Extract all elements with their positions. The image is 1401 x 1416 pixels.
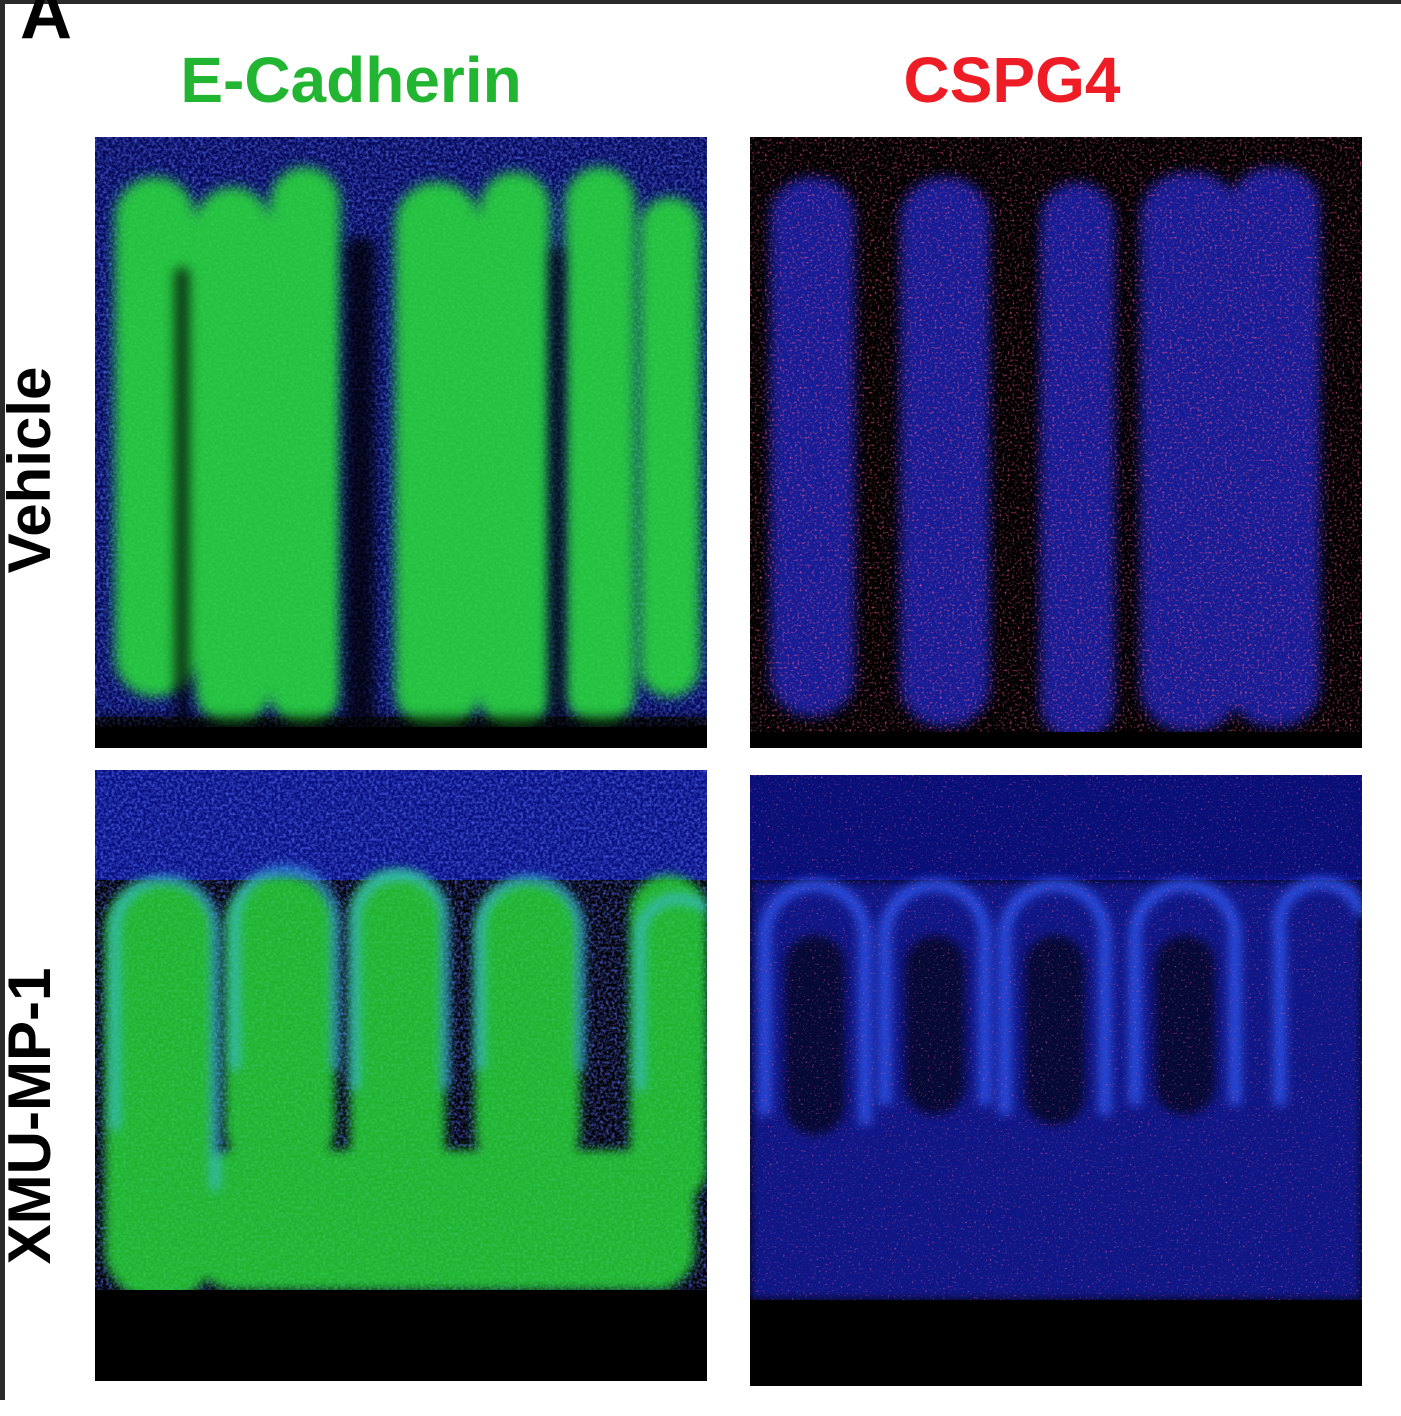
image-border-left: [0, 0, 5, 1400]
image-border-top: [0, 0, 1401, 4]
micrograph-vehicle-ecadherin: [95, 137, 707, 748]
column-title-cspg4: CSPG4: [903, 44, 1121, 116]
column-title-ecadherin: E-Cadherin: [180, 44, 522, 116]
micrograph-xmu-mp-1-ecadherin: [95, 770, 707, 1381]
panel-letter: A: [20, 0, 72, 54]
micrograph-vehicle-cspg4: [750, 137, 1362, 748]
row-label-vehicle: Vehicle: [0, 366, 63, 574]
micrograph-xmu-mp-1-cspg4: [750, 775, 1362, 1386]
row-label-xmu-mp-1: XMU-MP-1: [0, 967, 63, 1265]
